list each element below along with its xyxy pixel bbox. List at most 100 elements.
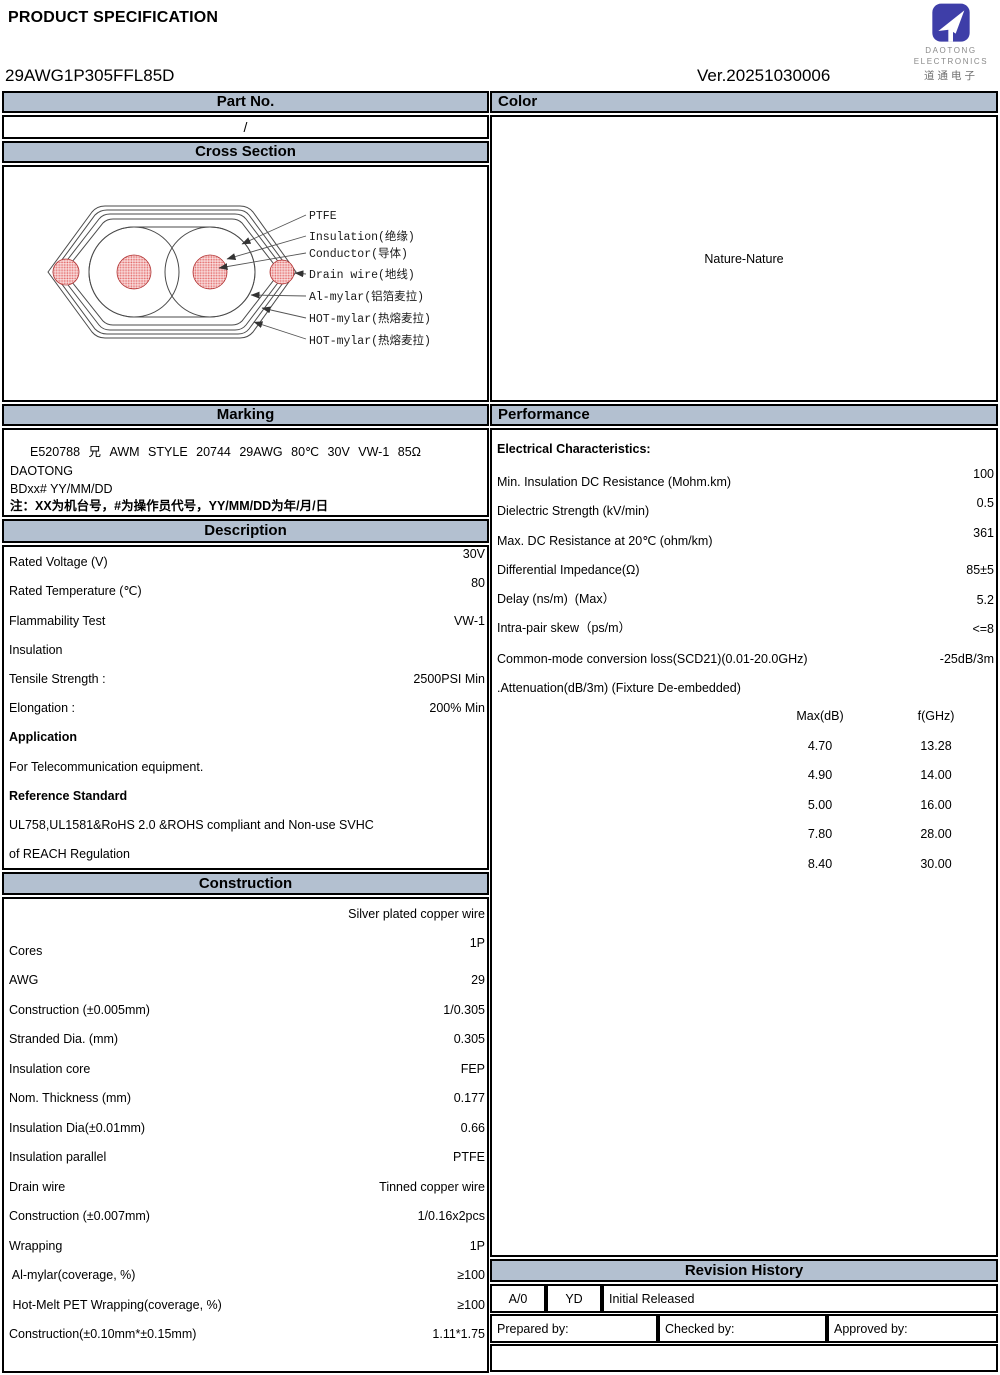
description-row: of REACH Regulation	[4, 839, 487, 868]
row-value: 80	[471, 576, 485, 591]
max-db: 5.00	[807, 797, 833, 812]
row-label: Flammability Test	[9, 613, 106, 628]
construction-row: Stranded Dia. (mm) 0.305	[4, 1024, 487, 1054]
row-value: 85±5	[966, 563, 994, 577]
logo-name-cn: 道通电子	[924, 70, 978, 82]
marking-line-2: BDxx# YY/MM/DD	[10, 482, 113, 496]
description-cell: Rated Voltage (V) 30V Rated Temperature (…	[2, 545, 489, 870]
construction-row: Construction(±0.10mm*±0.15mm) 1.11*1.75	[4, 1319, 487, 1349]
row-value: 1P	[469, 935, 485, 950]
revision-code: A/0	[490, 1284, 546, 1313]
row-value: 0.305	[453, 1032, 485, 1046]
f-ghz: 13.28	[920, 738, 952, 753]
cable-jacket-outlines	[47, 205, 297, 339]
cross-section-diagram: PTFE Insulation(绝缘) Conductor(导体) Drain …	[2, 165, 489, 402]
description-header: Description	[2, 519, 489, 543]
construction-row: Hot-Melt PET Wrapping(coverage, %) ≥100	[4, 1289, 487, 1319]
row-label: Rated Temperature (℃)	[9, 584, 142, 599]
row-value: 361	[973, 525, 994, 540]
revision-author: YD	[546, 1284, 602, 1313]
f-ghz: 28.00	[920, 827, 952, 841]
row-label: UL758,UL1581&RoHS 2.0 &ROHS compliant an…	[9, 817, 374, 832]
conductor-left	[116, 254, 152, 290]
page-title: PRODUCT SPECIFICATION	[8, 9, 219, 26]
row-label: Elongation :	[9, 701, 76, 716]
construction-row: Drain wire Tinned copper wire	[4, 1171, 487, 1201]
row-label: Rated Voltage (V)	[9, 555, 108, 570]
row-label: Tensile Strength :	[9, 671, 106, 686]
row-label: Insulation	[9, 642, 63, 657]
row-label: Insulation Dia(±0.01mm)	[9, 1120, 146, 1135]
construction-row: Cores 1P	[4, 935, 487, 965]
performance-header: Performance	[490, 404, 998, 426]
construction-row: Al-mylar(coverage, %) ≥100	[4, 1260, 487, 1290]
row-value: 5.2	[976, 592, 994, 607]
construction-cell: Silver plated copper wire Cores 1P AWG 29 …	[2, 897, 489, 1373]
row-label: Differential Impedance(Ω)	[497, 563, 640, 577]
attenuation-table-row: 5.00 16.00	[762, 791, 994, 821]
revision-history-header: Revision History	[490, 1259, 998, 1282]
label-hot-mylar-2: HOT-mylar(热熔麦拉)	[309, 333, 431, 348]
row-label: Stranded Dia. (mm)	[9, 1032, 119, 1046]
column-header: Max(dB)	[796, 709, 844, 723]
row-label: Construction (±0.007mm)	[9, 1209, 150, 1223]
prepared-by-cell: Prepared by:	[490, 1314, 658, 1343]
description-row: Flammability Test VW-1	[4, 605, 487, 634]
row-value: ≥100	[457, 1268, 485, 1282]
row-value: FEP	[460, 1061, 485, 1076]
description-row: UL758,UL1581&RoHS 2.0 &ROHS compliant an…	[4, 810, 487, 839]
construction-row: Construction (±0.005mm) 1/0.305	[4, 994, 487, 1024]
construction-row: Silver plated copper wire	[4, 899, 487, 935]
approved-by-cell: Approved by:	[827, 1314, 998, 1343]
row-label: AWG	[9, 973, 39, 987]
performance-row: Max. DC Resistance at 20℃ (ohm/km) 361	[492, 525, 996, 555]
inner-wrap-outline	[88, 226, 256, 318]
drain-wire-right	[269, 259, 295, 285]
row-value: Tinned copper wire	[379, 1179, 485, 1194]
construction-row: Construction (±0.007mm) 1/0.16x2pcs	[4, 1201, 487, 1231]
marking-header: Marking	[2, 404, 489, 426]
row-label: Insulation core	[9, 1061, 91, 1076]
max-db: 7.80	[807, 827, 833, 841]
f-ghz: 14.00	[920, 768, 952, 782]
document-version: Ver.20251030006	[697, 66, 831, 85]
part-no-header: Part No.	[2, 91, 489, 113]
attenuation-table-row: 4.70 13.28	[762, 732, 994, 762]
color-cell: Nature-Nature	[490, 115, 998, 402]
marking-line-1: E520788 兄 AWM STYLE 20744 29AWG 80℃ 30V …	[10, 445, 422, 478]
row-value: 0.177	[453, 1091, 485, 1105]
description-row: Rated Temperature (℃) 80	[4, 576, 487, 605]
label-hot-mylar-1: HOT-mylar(热熔麦拉)	[309, 311, 431, 326]
row-value: 0.5	[976, 496, 994, 510]
construction-row: Insulation parallel PTFE	[4, 1142, 487, 1172]
row-label: Cores	[9, 943, 43, 958]
row-label: Drain wire	[9, 1179, 66, 1194]
construction-row: AWG 29	[4, 965, 487, 995]
logo-name-en-1: DAOTONG	[925, 46, 977, 55]
row-label: Nom. Thickness (mm)	[9, 1091, 132, 1105]
row-label: Reference Standard	[9, 788, 128, 803]
description-row: Application	[4, 722, 487, 751]
left-column: Part No. / Cross Section	[2, 91, 489, 1373]
cross-section-header: Cross Section	[2, 141, 489, 163]
logo-mark-icon	[932, 3, 970, 42]
row-label: Dielectric Strength (kV/min)	[497, 504, 650, 518]
attenuation-table-row: 4.90 14.00	[762, 761, 994, 791]
max-db: 8.40	[807, 856, 833, 871]
performance-row: Differential Impedance(Ω) 85±5	[492, 555, 996, 585]
row-label: Max. DC Resistance at 20℃ (ohm/km)	[497, 533, 713, 548]
row-label: .Attenuation(dB/3m) (Fixture De-embedded…	[497, 681, 741, 695]
performance-row: Intra-pair skew（ps/m） <=8	[492, 614, 996, 644]
performance-row: Common-mode conversion loss(SCD21)(0.01-…	[492, 643, 996, 673]
attenuation-table: Max(dB) f(GHz) 4.70 13.28 4.90 14.00 5.00 16…	[762, 702, 994, 879]
attenuation-table-row: 7.80 28.00	[762, 820, 994, 850]
f-ghz: 16.00	[920, 797, 952, 812]
row-value: 1.11*1.75	[432, 1327, 485, 1341]
construction-row: Nom. Thickness (mm) 0.177	[4, 1083, 487, 1113]
part-number: 29AWG1P305FFL85D	[5, 66, 175, 85]
description-row: Tensile Strength : 2500PSI Min	[4, 664, 487, 693]
row-value: ≥100	[457, 1297, 485, 1312]
cable-cross-section-drawing: PTFE Insulation(绝缘) Conductor(导体) Drain …	[47, 205, 431, 348]
row-value: Silver plated copper wire	[348, 907, 485, 921]
